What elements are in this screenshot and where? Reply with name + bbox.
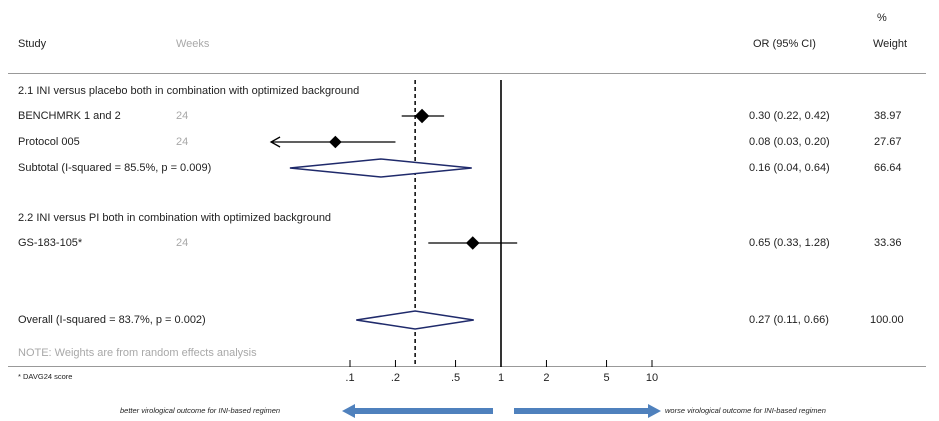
header-percent: % (877, 12, 887, 24)
or-ci-value: 0.30 (0.22, 0.42) (749, 110, 830, 122)
or-ci-value: 0.16 (0.04, 0.64) (749, 162, 830, 174)
header-study: Study (18, 38, 47, 50)
x-tick-label: .5 (451, 372, 460, 384)
header-weight: Weight (873, 38, 908, 50)
group-label: 2.1 INI versus placebo both in combinati… (18, 85, 360, 97)
study-weeks: 24 (176, 237, 189, 249)
summary-diamond (289, 158, 472, 178)
or-ci-value: 0.08 (0.03, 0.20) (749, 136, 830, 148)
group-label: 2.2 INI versus PI both in combination wi… (18, 212, 332, 224)
weight-value: 66.64 (874, 162, 902, 174)
point-estimate (465, 236, 480, 250)
study-name: GS-183-105* (18, 237, 83, 249)
x-tick-label: 5 (603, 372, 609, 384)
summary-diamond (356, 310, 474, 330)
header-divider (8, 73, 926, 74)
header-weeks: Weeks (176, 38, 210, 50)
weight-value: 38.97 (874, 110, 902, 122)
x-tick-label: .1 (345, 372, 354, 384)
study-name: Protocol 005 (18, 136, 80, 148)
header-or-ci: OR (95% CI) (753, 38, 816, 50)
footer-divider (8, 366, 926, 367)
subtotal-label: Subtotal (I-squared = 85.5%, p = 0.009) (18, 162, 212, 174)
x-tick-label: 1 (498, 372, 504, 384)
weight-value: 27.67 (874, 136, 902, 148)
left-direction-arrow (342, 404, 493, 418)
or-ci-value: 0.65 (0.33, 1.28) (749, 237, 830, 249)
worse-outcome-label: worse virological outcome for INI-based … (665, 406, 826, 415)
x-tick-label: 10 (646, 372, 658, 384)
footnote: * DAVG24 score (18, 372, 73, 381)
weight-value: 100.00 (870, 314, 904, 326)
or-ci-value: 0.27 (0.11, 0.66) (749, 314, 829, 326)
study-name: BENCHMRK 1 and 2 (18, 110, 121, 122)
study-weeks: 24 (176, 110, 189, 122)
weight-value: 33.36 (874, 237, 902, 249)
overall-label: Overall (I-squared = 83.7%, p = 0.002) (18, 314, 206, 326)
better-outcome-label: better virological outcome for INI-based… (120, 406, 281, 415)
ci-clipped-arrow (269, 136, 281, 148)
right-direction-arrow (514, 404, 661, 418)
x-tick-label: 2 (543, 372, 549, 384)
x-tick-label: .2 (391, 372, 400, 384)
study-weeks: 24 (176, 136, 189, 148)
point-estimate (329, 135, 342, 149)
weights-note: NOTE: Weights are from random effects an… (18, 347, 257, 359)
point-estimate (414, 108, 430, 124)
